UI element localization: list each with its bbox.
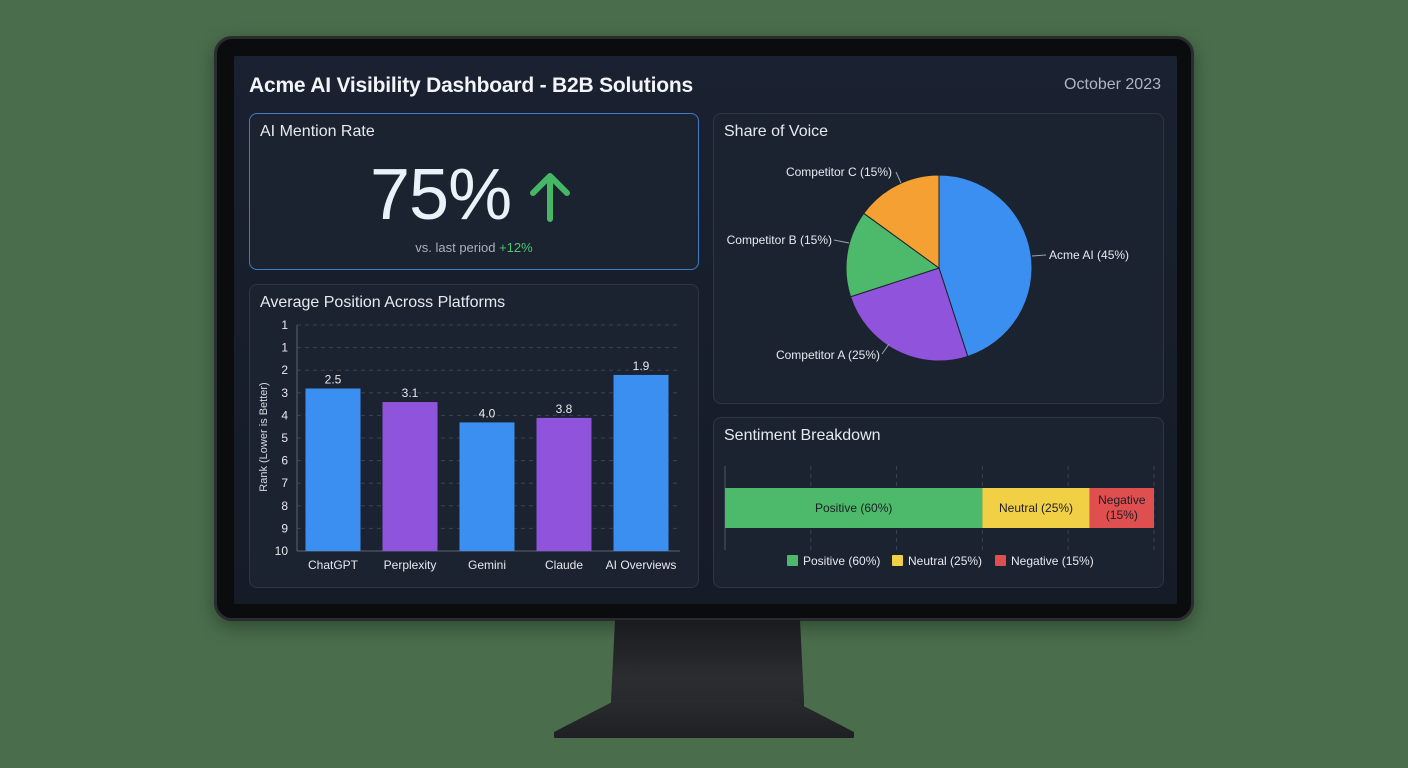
sentiment-card: Sentiment Breakdown Positive (60%) Neutra… [713, 417, 1164, 588]
mention-rate-card: AI Mention Rate 75% vs. last period +12% [249, 113, 699, 270]
pie-label: Competitor B (15%) [727, 233, 832, 247]
arrow-up-icon [530, 173, 570, 222]
report-date: October 2023 [1064, 76, 1161, 93]
y-tick-label: 8 [281, 499, 288, 513]
y-tick-label: 6 [281, 454, 288, 468]
pie-leader-line [895, 171, 902, 184]
bar-ai-overviews[interactable] [613, 374, 669, 551]
pie-leader-line [1031, 254, 1047, 257]
monitor-frame: Acme AI Visibility Dashboard - B2B Solut… [214, 36, 1194, 621]
bar-value-label: 2.5 [325, 373, 342, 387]
legend-label: Positive (60%) [803, 554, 880, 568]
bar-claude[interactable] [536, 417, 592, 551]
sentiment-title: Sentiment Breakdown [724, 427, 881, 444]
segment-label: Negative [1098, 493, 1146, 507]
y-axis-label: Rank (Lower is Better) [258, 382, 270, 491]
y-tick-label: 1 [281, 341, 288, 355]
x-tick-label: Gemini [468, 558, 506, 572]
bar-perplexity[interactable] [382, 402, 438, 551]
sentiment-segment-neutral[interactable] [982, 488, 1090, 528]
x-tick-label: Perplexity [384, 558, 437, 572]
bar-gemini[interactable] [459, 422, 515, 551]
sentiment-segment-negative[interactable] [1089, 488, 1154, 528]
mention-rate-comparison: vs. last period +12% [250, 240, 698, 255]
comparison-delta: +12% [499, 240, 533, 255]
pie-slice-competitor-c[interactable] [863, 174, 940, 269]
mention-rate-title: AI Mention Rate [260, 123, 375, 140]
bar-value-label: 4.0 [479, 406, 496, 420]
sentiment-segment-positive[interactable] [725, 488, 983, 528]
dashboard-screen: Acme AI Visibility Dashboard - B2B Solut… [234, 56, 1177, 604]
x-tick-label: ChatGPT [308, 558, 359, 572]
share-of-voice-card: Share of Voice Acme AI (45%) Competitor A… [713, 113, 1164, 404]
y-tick-label: 9 [281, 521, 288, 535]
legend-label: Neutral (25%) [908, 554, 982, 568]
mention-rate-value: 75% [370, 155, 512, 235]
pie-label: Competitor C (15%) [786, 165, 892, 179]
y-tick-label: 3 [281, 386, 288, 400]
x-tick-label: AI Overviews [606, 558, 677, 572]
pie-leader-line [881, 343, 890, 355]
pie-slice-acme-ai[interactable] [938, 174, 1033, 358]
average-position-title: Average Position Across Platforms [260, 294, 506, 311]
legend-swatch [787, 555, 798, 566]
y-tick-label: 4 [281, 408, 288, 422]
monitor-stand-base [554, 700, 854, 738]
legend-label: Negative (15%) [1011, 554, 1094, 568]
average-position-card: Average Position Across Platforms 1 1 2 3 4 5… [249, 284, 699, 588]
y-tick-label: 5 [281, 431, 288, 445]
average-position-chart: 1 1 2 3 4 5 6 7 8 9 10 Rank (Lower is Better) 2.5 Cha… [258, 318, 680, 572]
pie-label: Acme AI (45%) [1049, 248, 1129, 262]
bar-value-label: 3.1 [402, 386, 419, 400]
page-title: Acme AI Visibility Dashboard - B2B Solut… [249, 74, 693, 97]
segment-label: Neutral (25%) [999, 501, 1073, 515]
segment-label: (15%) [1106, 508, 1138, 522]
segment-label: Positive (60%) [815, 501, 892, 515]
comparison-label: vs. last period [415, 240, 496, 255]
x-tick-label: Claude [545, 558, 583, 572]
pie-slice-competitor-b[interactable] [845, 212, 941, 298]
pie-label: Competitor A (25%) [776, 348, 880, 362]
pie-leader-line [833, 239, 850, 244]
y-tick-label: 1 [281, 318, 288, 332]
share-of-voice-title: Share of Voice [724, 123, 829, 140]
y-tick-label: 10 [275, 544, 289, 558]
bar-value-label: 3.8 [556, 402, 573, 416]
bar-value-label: 1.9 [633, 359, 650, 373]
pie-slice-competitor-a[interactable] [849, 267, 969, 362]
legend-swatch [892, 555, 903, 566]
legend-swatch [995, 555, 1006, 566]
bar-chatgpt[interactable] [305, 388, 361, 552]
share-of-voice-chart: Acme AI (45%) Competitor A (25%) Competito… [727, 165, 1129, 362]
y-tick-label: 7 [281, 476, 288, 490]
y-tick-label: 2 [281, 363, 288, 377]
sentiment-chart: Positive (60%) Neutral (25%) Negative(15%)… [724, 466, 1155, 568]
